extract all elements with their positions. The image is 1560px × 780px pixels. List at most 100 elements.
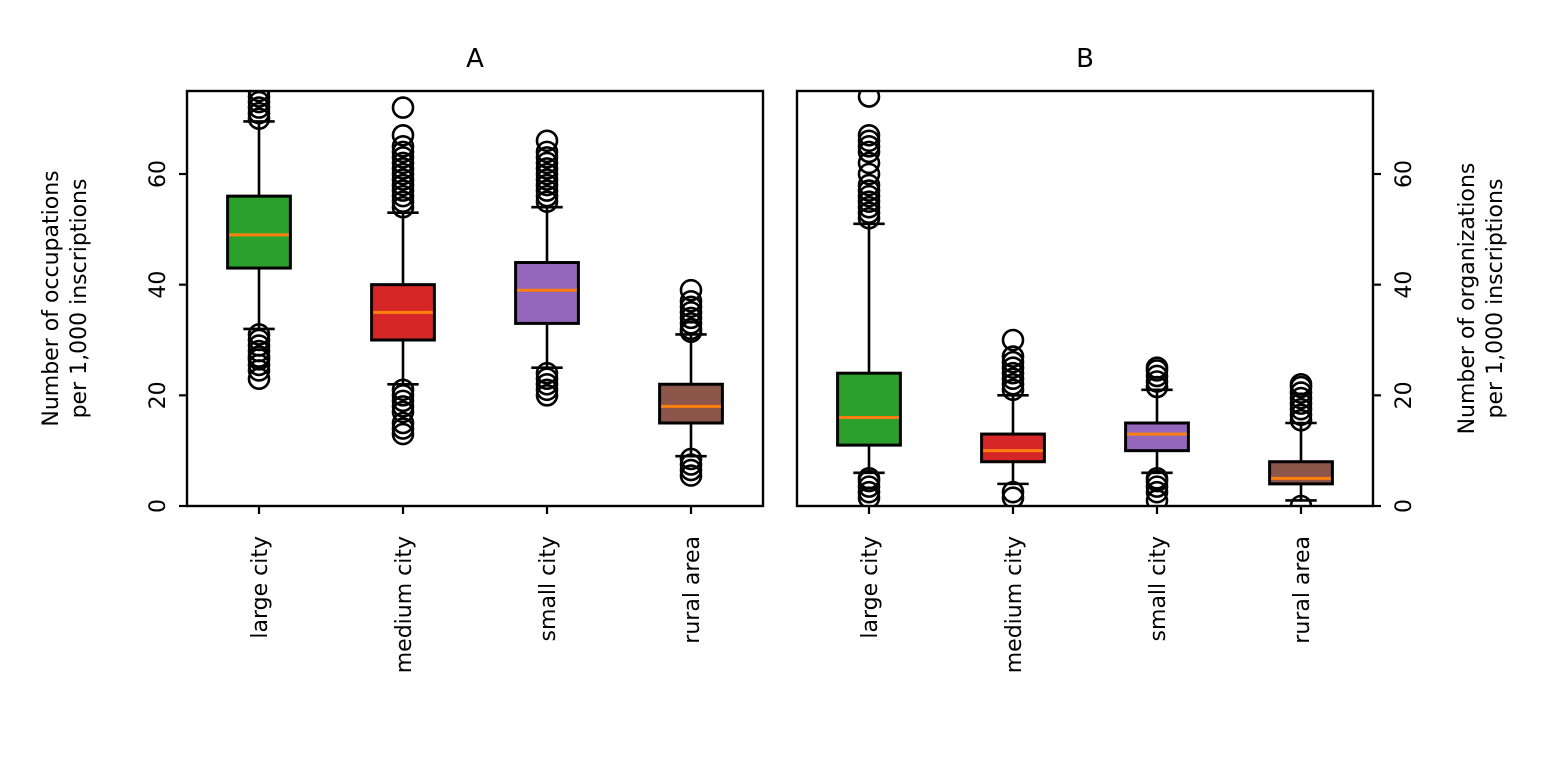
flier-point <box>857 140 881 164</box>
chart-title: A <box>466 44 484 74</box>
flier-point <box>857 179 881 202</box>
flier-point <box>535 129 559 153</box>
flier-point <box>1001 356 1025 379</box>
flier-point <box>391 179 415 202</box>
flier-point <box>535 173 559 197</box>
flier-point <box>535 146 559 169</box>
y-axis-label: Number of occupations <box>39 170 64 426</box>
flier-point <box>391 146 415 169</box>
y-tick-label: 60 <box>146 160 171 188</box>
flier-point <box>247 101 271 125</box>
flier-point <box>679 278 703 302</box>
x-tick-label: rural area <box>680 536 705 644</box>
flier-point <box>857 129 881 153</box>
y-tick-label: 40 <box>1392 271 1417 299</box>
flier-point <box>1001 345 1025 368</box>
flier-point <box>857 162 881 186</box>
flier-point <box>535 378 559 402</box>
flier-point <box>391 157 415 180</box>
flier-point <box>1001 486 1025 506</box>
flier-point <box>857 195 881 219</box>
flier-point <box>535 162 559 186</box>
flier-point <box>1001 378 1025 402</box>
flier-point <box>857 201 881 225</box>
flier-point <box>247 107 271 130</box>
x-tick-label: large city <box>248 536 273 639</box>
flier-point <box>679 453 703 476</box>
flier-point <box>1145 480 1169 504</box>
box-small-city <box>1124 356 1190 506</box>
flier-point <box>857 475 881 498</box>
flier-point <box>391 162 415 186</box>
y-axis-label: per 1,000 inscriptions <box>67 179 92 419</box>
x-tick-label: rural area <box>1290 536 1315 644</box>
box-large-city <box>836 91 902 506</box>
box-body <box>658 382 724 425</box>
flier-point <box>535 190 559 213</box>
flier-point <box>679 317 703 341</box>
x-tick-label: small city <box>536 536 561 641</box>
flier-point <box>1145 370 1169 393</box>
box-rural-area <box>658 278 724 487</box>
flier-point <box>535 140 559 164</box>
flier-point <box>535 184 559 208</box>
flier-point <box>391 190 415 213</box>
flier-point <box>1001 480 1025 504</box>
box-medium-city <box>980 328 1046 506</box>
flier-point <box>679 295 703 319</box>
flier-point <box>857 91 881 108</box>
flier-point <box>391 140 415 164</box>
flier-point <box>247 328 271 352</box>
x-tick-label: medium city <box>392 536 417 673</box>
flier-point <box>1289 397 1313 421</box>
flier-point <box>857 123 881 147</box>
flier-point <box>679 464 703 487</box>
flier-point <box>857 206 881 230</box>
flier-point <box>391 395 415 418</box>
flier-point <box>679 312 703 335</box>
box-small-city <box>514 129 580 407</box>
flier-point <box>857 467 881 490</box>
x-tick-label: small city <box>1146 536 1171 641</box>
y-axis-label: per 1,000 inscriptions <box>1483 179 1508 419</box>
axes-frame <box>185 89 765 508</box>
flier-point <box>679 306 703 330</box>
flier-point <box>535 168 559 191</box>
flier-point <box>1001 367 1025 391</box>
flier-point <box>391 411 415 435</box>
y-tick-label: 40 <box>146 271 171 299</box>
flier-point <box>1289 386 1313 410</box>
x-tick-label: medium city <box>1002 536 1027 673</box>
flier-point <box>535 361 559 385</box>
y-tick-label: 20 <box>146 381 171 409</box>
axes-frame <box>795 89 1375 508</box>
box-rural-area <box>1268 372 1334 506</box>
flier-point <box>535 151 559 175</box>
flier-point <box>535 179 559 202</box>
flier-point <box>1289 403 1313 427</box>
flier-point <box>679 289 703 313</box>
flier-point <box>535 367 559 391</box>
flier-point <box>535 157 559 180</box>
flier-point <box>535 384 559 407</box>
flier-point <box>391 400 415 424</box>
flier-point <box>857 135 881 158</box>
flier-point <box>391 378 415 402</box>
flier-point <box>391 422 415 446</box>
flier-point <box>247 345 271 368</box>
flier-point <box>1289 381 1313 404</box>
flier-point <box>679 447 703 471</box>
flier-point <box>391 384 415 407</box>
box-large-city <box>226 91 292 391</box>
flier-point <box>247 334 271 357</box>
flier-point <box>247 339 271 363</box>
flier-point <box>391 184 415 208</box>
flier-point <box>857 151 881 175</box>
box-body <box>514 261 580 325</box>
flier-point <box>1289 494 1313 506</box>
flier-point <box>1001 361 1025 385</box>
y-tick-label: 0 <box>146 499 171 513</box>
box-body <box>226 194 292 270</box>
